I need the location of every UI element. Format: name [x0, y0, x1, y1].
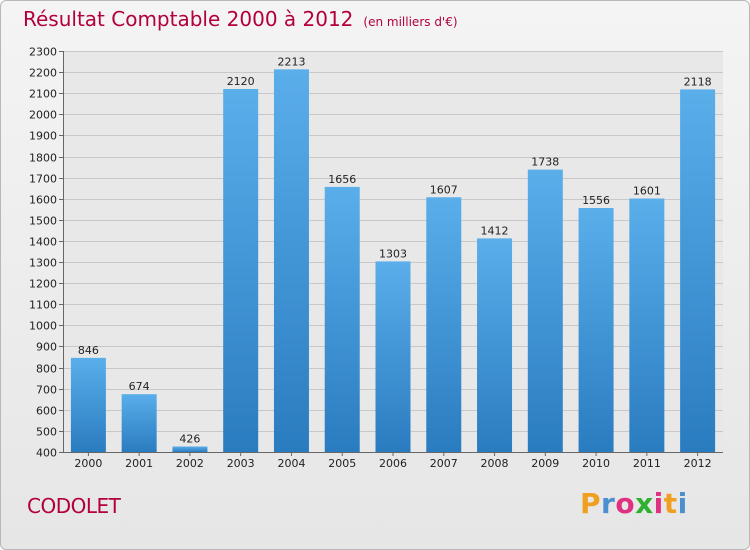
- brand-letter: i: [653, 487, 664, 520]
- data-label-2010: 1556: [582, 194, 610, 207]
- place-name: CODOLET: [27, 494, 121, 518]
- x-tick-label-2011: 2011: [633, 457, 661, 470]
- data-label-2008: 1412: [481, 224, 509, 237]
- data-label-2003: 2120: [227, 75, 255, 88]
- x-tick-label-2012: 2012: [684, 457, 712, 470]
- axis-layer: 400 500 600 700 800 900 1000 1100 1200 1300 1400 15…: [29, 46, 723, 470]
- label-layer: 846 674 426 2120 2213 1656 1303 1607 1412 1738 155…: [78, 55, 712, 445]
- y-tick-label: 600: [36, 405, 57, 418]
- bar-layer: [70, 69, 716, 453]
- y-tick-label: 2300: [29, 46, 57, 59]
- brand-letter: i: [677, 487, 688, 520]
- data-label-2000: 846: [78, 344, 99, 357]
- bar-2012: [680, 89, 716, 453]
- y-tick-label: 700: [36, 384, 57, 397]
- x-tick-label-2000: 2000: [74, 457, 102, 470]
- bar-2004: [273, 69, 309, 453]
- bar-2002: [172, 446, 208, 452]
- y-tick-label: 2200: [29, 67, 57, 80]
- bar-2001: [121, 394, 157, 452]
- x-tick-label-2009: 2009: [531, 457, 559, 470]
- x-tick-label-2007: 2007: [430, 457, 458, 470]
- data-label-2005: 1656: [328, 173, 356, 186]
- chart-title: Résultat Comptable 2000 à 2012: [23, 7, 354, 31]
- brand-letter: x: [635, 487, 654, 520]
- y-tick-label: 1900: [29, 130, 57, 143]
- data-label-2007: 1607: [430, 183, 458, 196]
- bar-2008: [477, 238, 513, 452]
- data-label-2001: 674: [129, 380, 150, 393]
- data-label-2012: 2118: [684, 75, 712, 88]
- y-tick-label: 900: [36, 341, 57, 354]
- chart-subtitle: (en milliers d'€): [363, 15, 458, 29]
- brand-letter: o: [615, 487, 636, 520]
- bar-2006: [375, 261, 411, 452]
- y-tick-label: 1700: [29, 173, 57, 186]
- y-tick-label: 500: [36, 426, 57, 439]
- x-tick-label-2005: 2005: [328, 457, 356, 470]
- bar-2003: [223, 88, 259, 452]
- y-tick-label: 800: [36, 363, 57, 376]
- y-tick-label: 1200: [29, 278, 57, 291]
- x-tick-label-2008: 2008: [481, 457, 509, 470]
- data-label-2006: 1303: [379, 247, 407, 260]
- y-tick-label: 1400: [29, 236, 57, 249]
- y-tick-label: 1100: [29, 299, 57, 312]
- x-tick-label-2003: 2003: [227, 457, 255, 470]
- data-label-2004: 2213: [277, 55, 305, 68]
- bar-2011: [629, 198, 665, 452]
- x-tick-label-2001: 2001: [125, 457, 153, 470]
- y-tick-label: 2100: [29, 88, 57, 101]
- bar-2000: [70, 357, 106, 452]
- y-tick-label: 1000: [29, 320, 57, 333]
- bar-2009: [527, 169, 563, 452]
- data-label-2002: 426: [179, 433, 200, 446]
- x-tick-label-2010: 2010: [582, 457, 610, 470]
- bar-2010: [578, 208, 614, 452]
- y-tick-label: 1800: [29, 152, 57, 165]
- brand-letter: t: [663, 487, 678, 520]
- bar-2007: [426, 197, 462, 452]
- x-tick-label-2006: 2006: [379, 457, 407, 470]
- y-tick-label: 1300: [29, 257, 57, 270]
- bar-2005: [324, 186, 360, 452]
- data-label-2011: 1601: [633, 185, 661, 198]
- brand-logo[interactable]: Proxiti: [580, 487, 688, 520]
- y-tick-label: 1500: [29, 215, 57, 228]
- brand-letter: P: [580, 487, 602, 520]
- y-tick-label: 400: [36, 447, 57, 460]
- y-tick-label: 1600: [29, 194, 57, 207]
- x-tick-label-2002: 2002: [176, 457, 204, 470]
- chart-title-block: Résultat Comptable 2000 à 2012 (en millie…: [23, 7, 458, 31]
- x-tick-label-2004: 2004: [277, 457, 305, 470]
- y-tick-label: 2000: [29, 109, 57, 122]
- brand-letter: r: [601, 487, 616, 520]
- data-label-2009: 1738: [531, 156, 559, 169]
